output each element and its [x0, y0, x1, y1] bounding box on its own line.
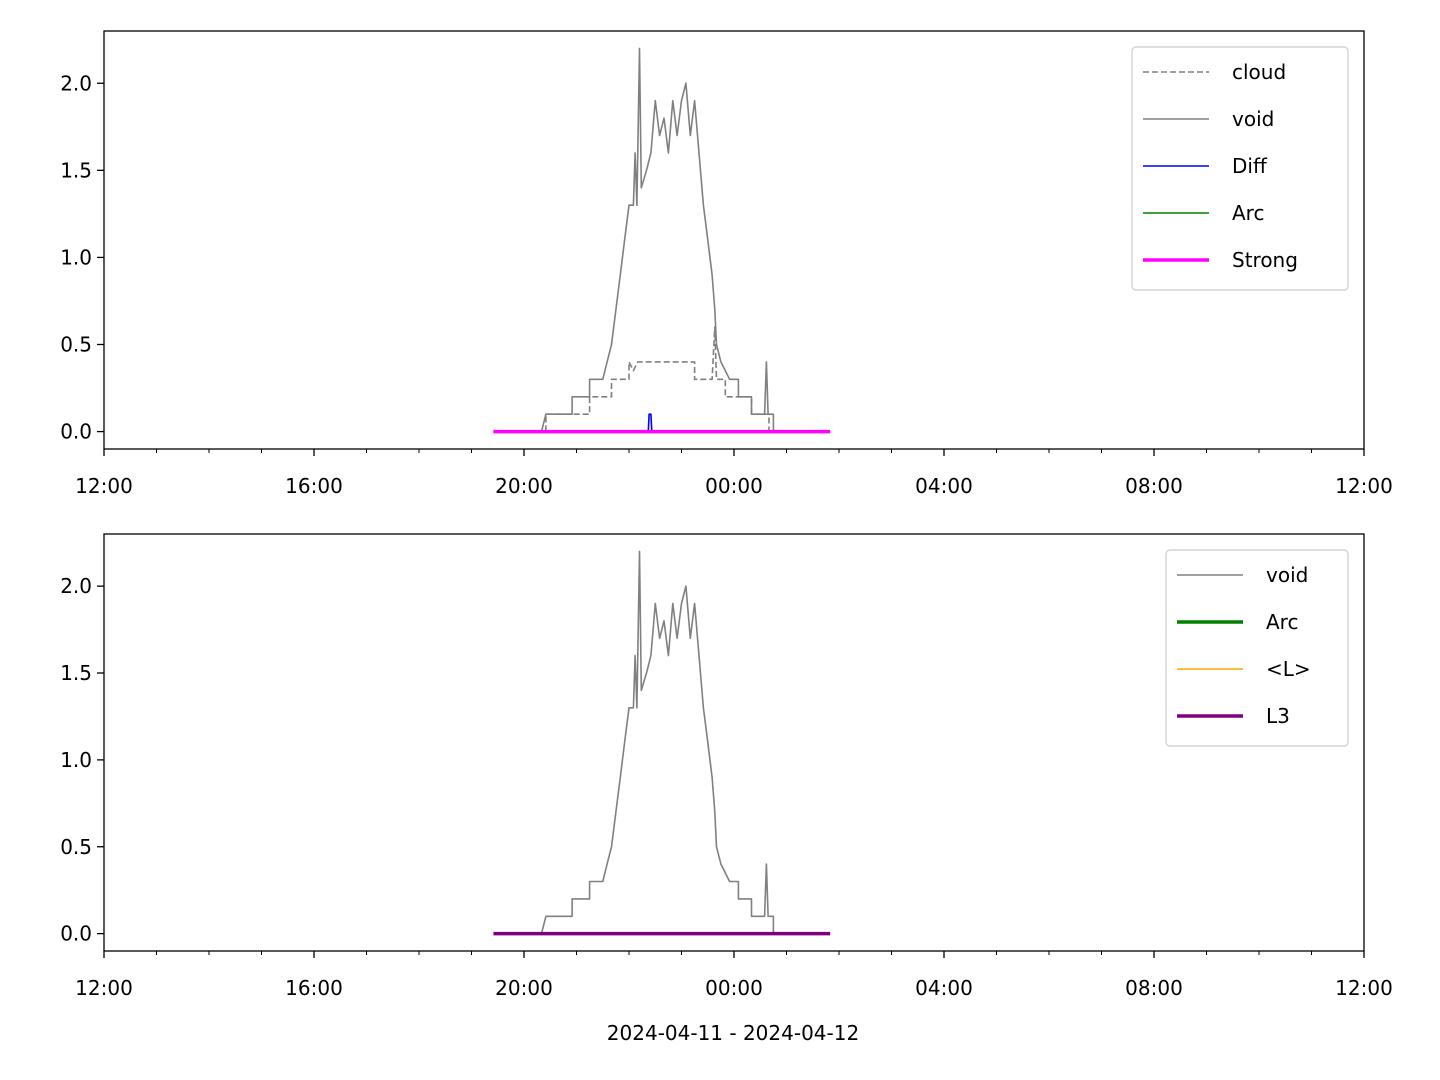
x-tick-label: 04:00	[915, 474, 973, 498]
legend-label: L3	[1266, 704, 1290, 728]
x-tick-label: 00:00	[705, 474, 763, 498]
y-tick-label: 1.5	[60, 661, 92, 685]
legend-label: Strong	[1232, 248, 1298, 272]
legend-box	[1131, 46, 1349, 291]
y-tick-label: 0.0	[60, 420, 92, 444]
x-tick-label: 12:00	[1335, 474, 1393, 498]
legend-label: void	[1232, 107, 1274, 131]
legend-label: Arc	[1232, 201, 1264, 225]
series-diff-line	[647, 413, 653, 432]
legend-label: <L>	[1266, 657, 1311, 681]
x-tick-label: 12:00	[1335, 976, 1393, 1000]
legend-box	[1165, 549, 1349, 747]
x-tick-label: 08:00	[1125, 474, 1183, 498]
series-void-line	[540, 550, 775, 934]
legend-label: void	[1266, 563, 1308, 587]
y-tick-label: 2.0	[60, 574, 92, 598]
plot-area	[493, 47, 831, 434]
x-tick-label: 20:00	[495, 474, 553, 498]
y-tick-label: 1.0	[60, 245, 92, 269]
legend-label: Diff	[1232, 154, 1268, 178]
legend-label: cloud	[1232, 60, 1286, 84]
y-tick-label: 0.5	[60, 835, 92, 859]
x-tick-label: 20:00	[495, 976, 553, 1000]
top-panel: 0.0 0.5 1.0 1.5 2.0 12:00 16:00 20:00 00:00 04:00…	[60, 30, 1393, 498]
y-tick-label: 0.5	[60, 333, 92, 357]
x-tick-label: 04:00	[915, 976, 973, 1000]
x-tick-label: 16:00	[285, 976, 343, 1000]
y-tick-label: 1.0	[60, 748, 92, 772]
y-tick-label: 2.0	[60, 71, 92, 95]
series-void-line	[540, 47, 775, 432]
plot-area	[493, 550, 831, 936]
y-tick-label: 1.5	[60, 158, 92, 182]
x-tick-label: 12:00	[75, 976, 133, 1000]
x-tick-label: 12:00	[75, 474, 133, 498]
x-tick-label: 00:00	[705, 976, 763, 1000]
y-tick-label: 0.0	[60, 922, 92, 946]
bottom-panel: 0.0 0.5 1.0 1.5 2.0 12:00 16:00 20:00 00:00 04:00…	[60, 533, 1393, 1000]
x-tick-label: 16:00	[285, 474, 343, 498]
x-tick-label: 08:00	[1125, 976, 1183, 1000]
legend-label: Arc	[1266, 610, 1298, 634]
x-axis-label: 2024-04-11 - 2024-04-12	[607, 1021, 859, 1045]
